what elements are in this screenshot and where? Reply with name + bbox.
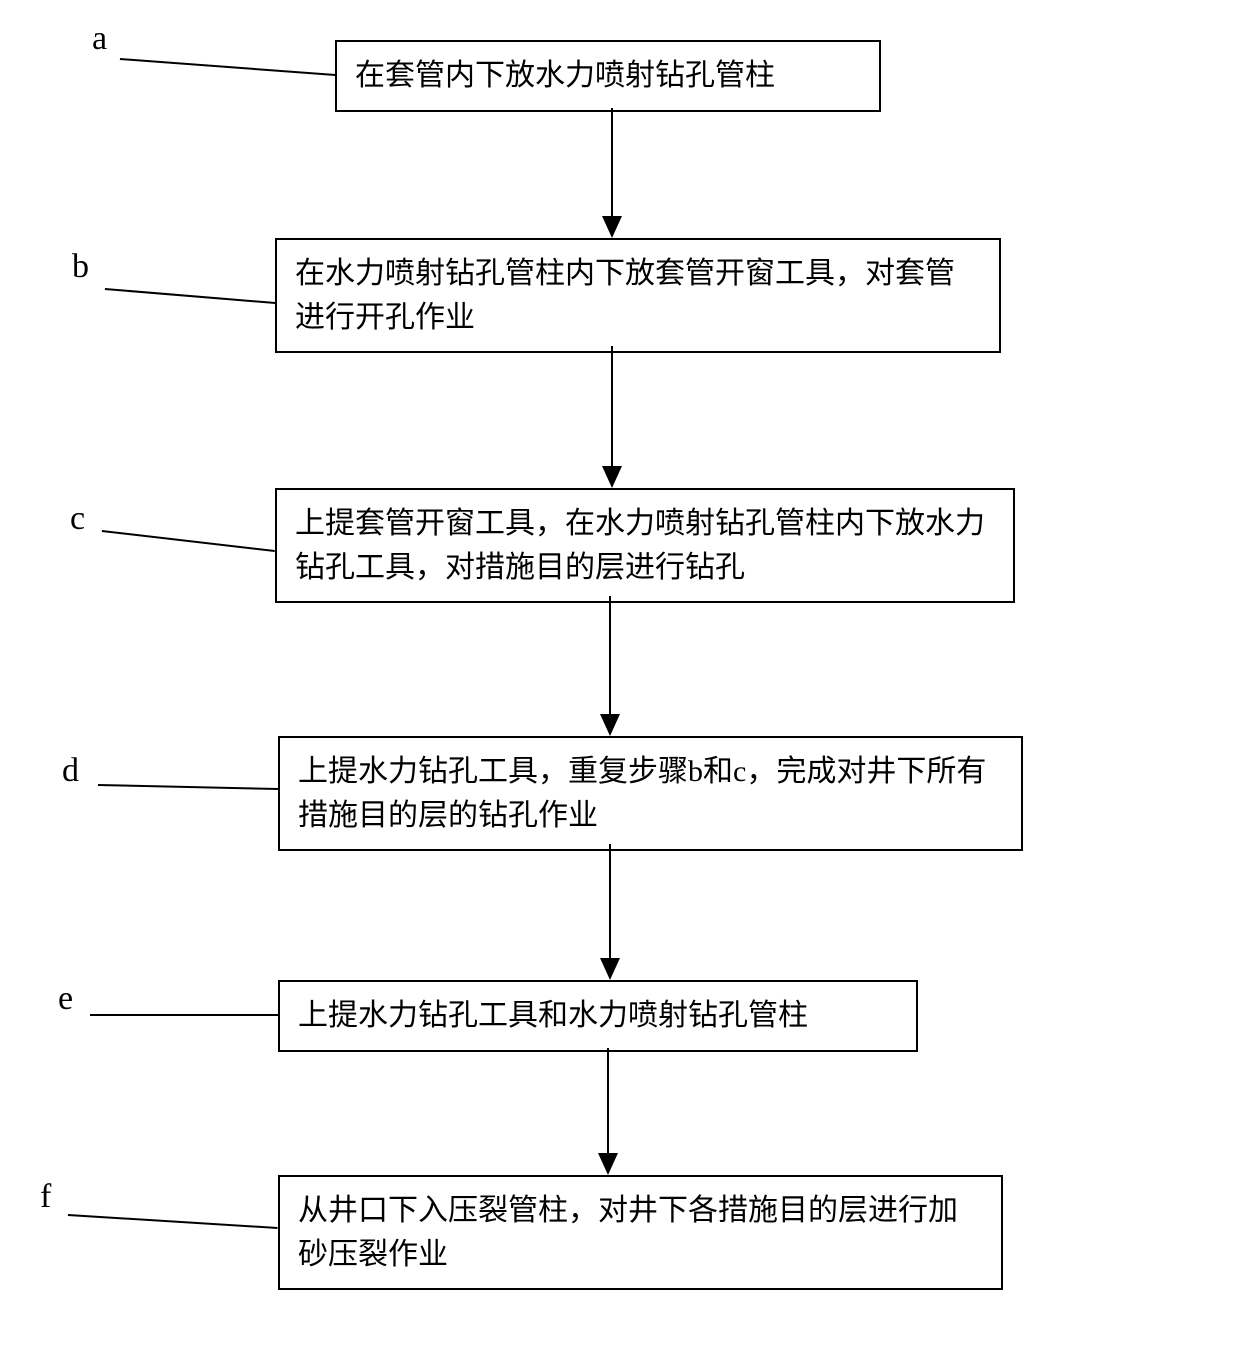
step-box-e: 上提水力钻孔工具和水力喷射钻孔管柱 — [278, 980, 918, 1052]
step-box-f: 从井口下入压裂管柱，对井下各措施目的层进行加砂压裂作业 — [278, 1175, 1003, 1290]
step-label-c: c — [70, 500, 85, 538]
arrow-1 — [602, 346, 622, 488]
step-box-d: 上提水力钻孔工具，重复步骤b和c，完成对井下所有措施目的层的钻孔作业 — [278, 736, 1023, 851]
step-box-c: 上提套管开窗工具，在水力喷射钻孔管柱内下放水力钻孔工具，对措施目的层进行钻孔 — [275, 488, 1015, 603]
arrow-head-icon — [600, 958, 620, 980]
arrow-0 — [602, 108, 622, 238]
connector-line-c — [102, 530, 275, 552]
connector-line-d — [98, 784, 278, 790]
step-label-d: d — [62, 752, 79, 790]
arrow-line — [609, 596, 611, 714]
arrow-4 — [598, 1048, 618, 1175]
step-label-b: b — [72, 248, 89, 286]
arrow-2 — [600, 596, 620, 736]
step-label-a: a — [92, 20, 107, 58]
step-box-b: 在水力喷射钻孔管柱内下放套管开窗工具，对套管进行开孔作业 — [275, 238, 1001, 353]
arrow-line — [611, 108, 613, 216]
flowchart-container: a 在套管内下放水力喷射钻孔管柱 b 在水力喷射钻孔管柱内下放套管开窗工具，对套管进行… — [20, 20, 1231, 1347]
arrow-head-icon — [600, 714, 620, 736]
connector-line-a — [120, 58, 335, 76]
arrow-line — [611, 346, 613, 466]
step-label-f: f — [40, 1178, 51, 1216]
arrow-head-icon — [602, 466, 622, 488]
arrow-head-icon — [598, 1153, 618, 1175]
step-box-a: 在套管内下放水力喷射钻孔管柱 — [335, 40, 881, 112]
arrow-line — [609, 844, 611, 958]
arrow-3 — [600, 844, 620, 980]
step-label-e: e — [58, 980, 73, 1018]
arrow-head-icon — [602, 216, 622, 238]
arrow-line — [607, 1048, 609, 1153]
connector-line-b — [105, 288, 275, 304]
connector-line-f — [68, 1214, 278, 1229]
connector-line-e — [90, 1014, 278, 1016]
